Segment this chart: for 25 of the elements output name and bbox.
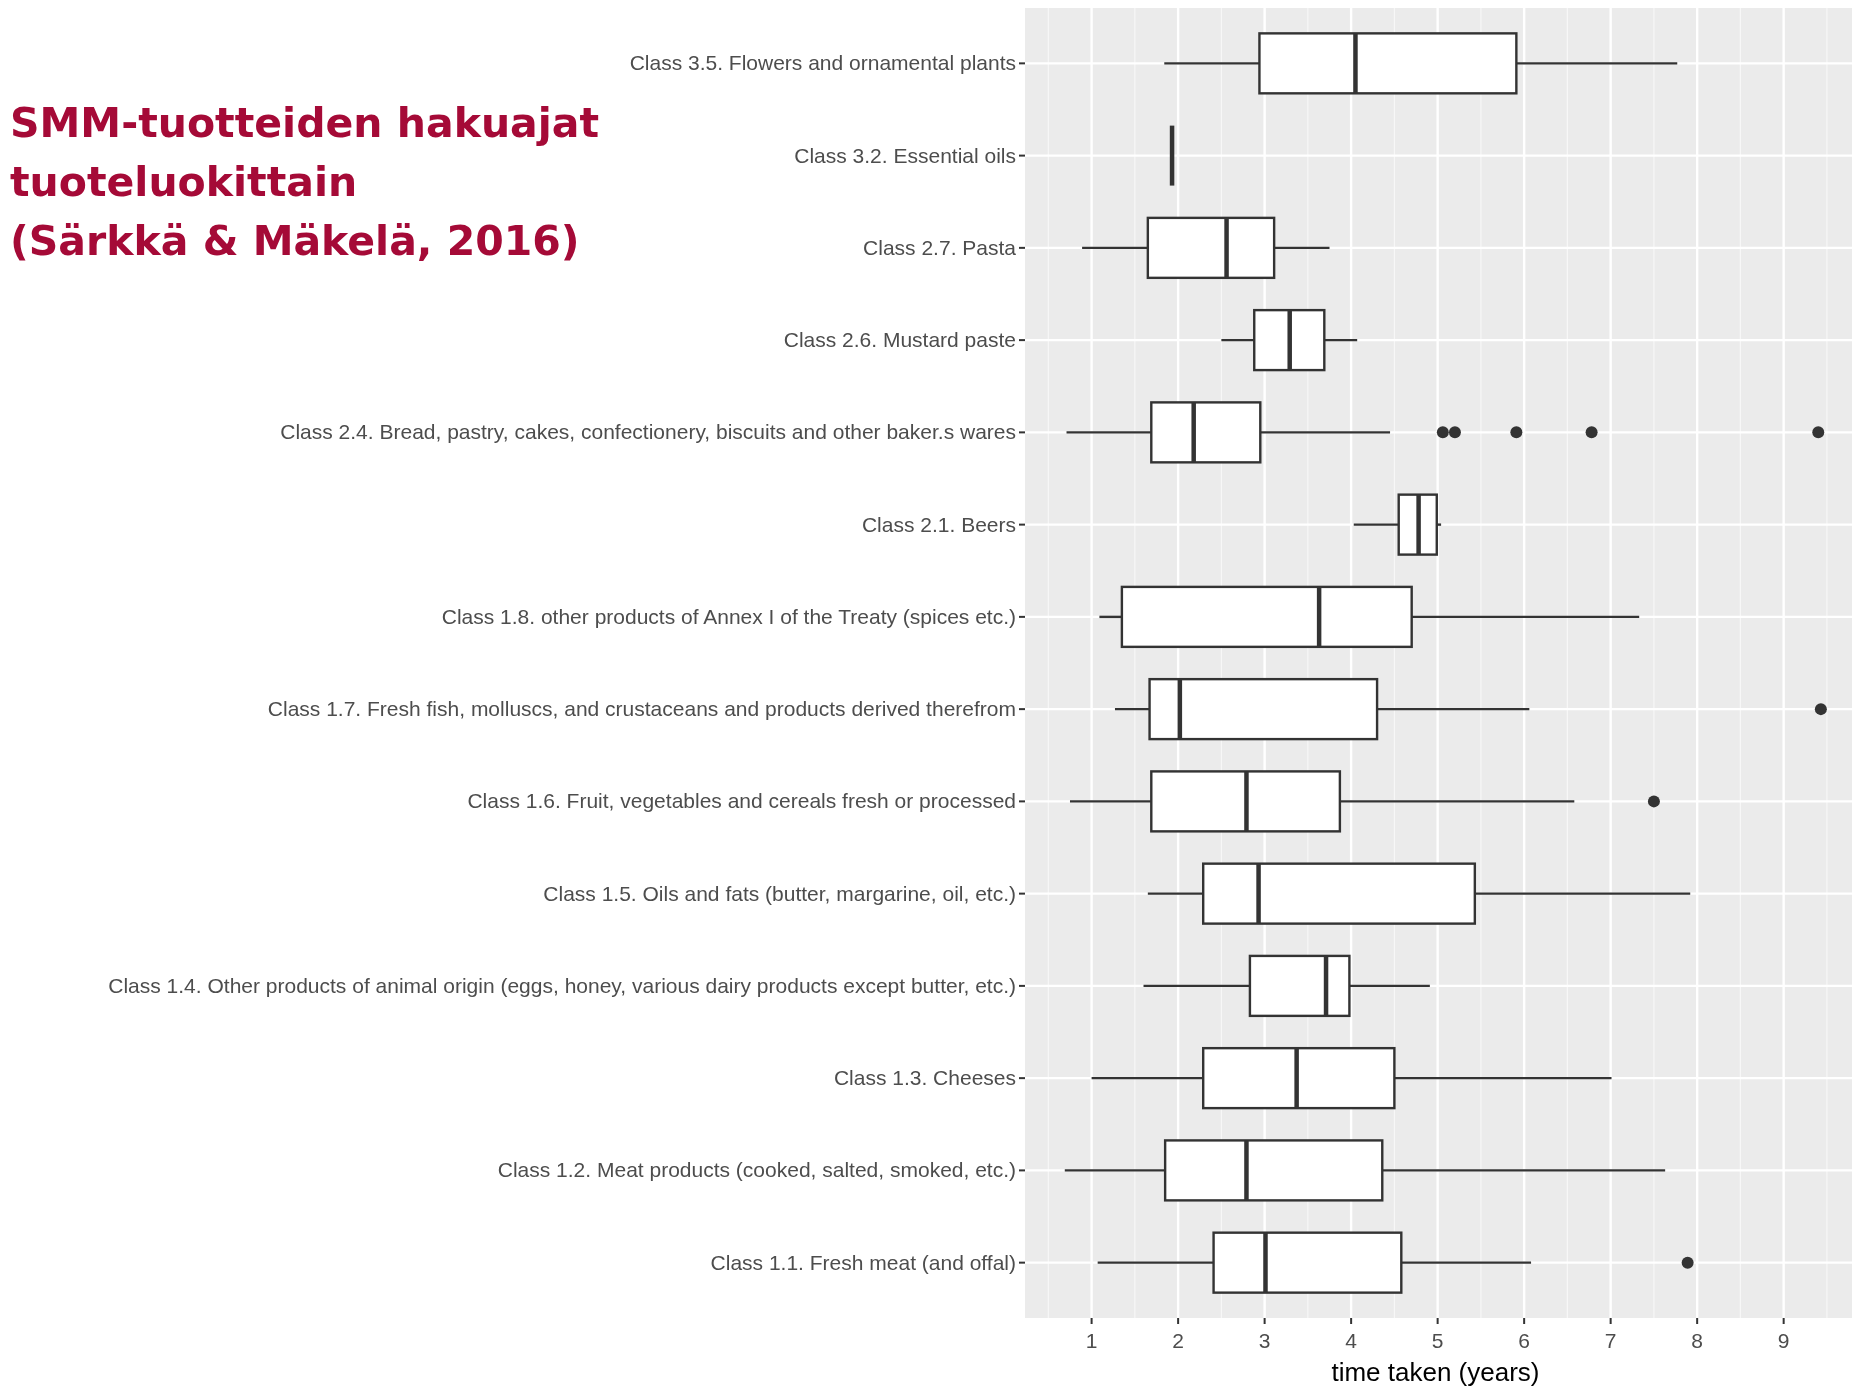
text: SMM-tuotteiden hakuajat tuoteluokittain (Särkkä & Mäkelä, 2016) [10,99,600,265]
y-tick-label: Class 3.2. Essential oils [794,143,1016,167]
y-tick-label: Class 2.6. Mustard paste [783,328,1016,352]
x-tick-label: 6 [1518,1329,1530,1352]
y-tick-label: Class 3.5. Flowers and ornamental plants [629,51,1016,75]
x-tick-label: 2 [1172,1329,1184,1352]
x-tick-label: 5 [1431,1329,1444,1352]
x-tick-label: 1 [1085,1329,1098,1352]
y-tick-label: Class 1.4. Other products of animal origin (eggs, honey, various dairy products except butter, etc.) [108,973,1016,997]
y-tick-label: Class 1.3. Cheeses [833,1066,1016,1090]
x-tick-label: 4 [1345,1329,1358,1352]
y-tick-label: Class 1.7. Fresh fish, molluscs, and crustaceans and products derived therefrom [267,697,1016,721]
x-tick-label: 3 [1258,1329,1271,1352]
y-tick-label: Class 2.1. Beers [861,512,1016,536]
y-tick-label: Class 1.6. Fruit, vegetables and cereals fresh or processed [467,789,1016,813]
y-tick-label: Class 2.4. Bread, pastry, cakes, confectionery, biscuits and other baker.s wares [280,420,1016,444]
y-tick-label: Class 1.8. other products of Annex I of the Treaty (spices etc.) [441,604,1016,628]
y-tick-label: Class 1.2. Meat products (cooked, salted, smoked, etc.) [497,1158,1016,1182]
y-tick-label: Class 1.1. Fresh meat (and offal) [710,1250,1016,1274]
x-tick-label: 9 [1777,1329,1790,1352]
x-tick-label: 7 [1604,1329,1617,1352]
y-tick-label: Class 1.5. Oils and fats (butter, margarine, oil, etc.) [543,881,1016,905]
x-tick-label: 8 [1691,1329,1703,1352]
y-tick-label: Class 2.7. Pasta [863,235,1017,259]
x-axis-title: time taken (years) [1331,1357,1540,1387]
